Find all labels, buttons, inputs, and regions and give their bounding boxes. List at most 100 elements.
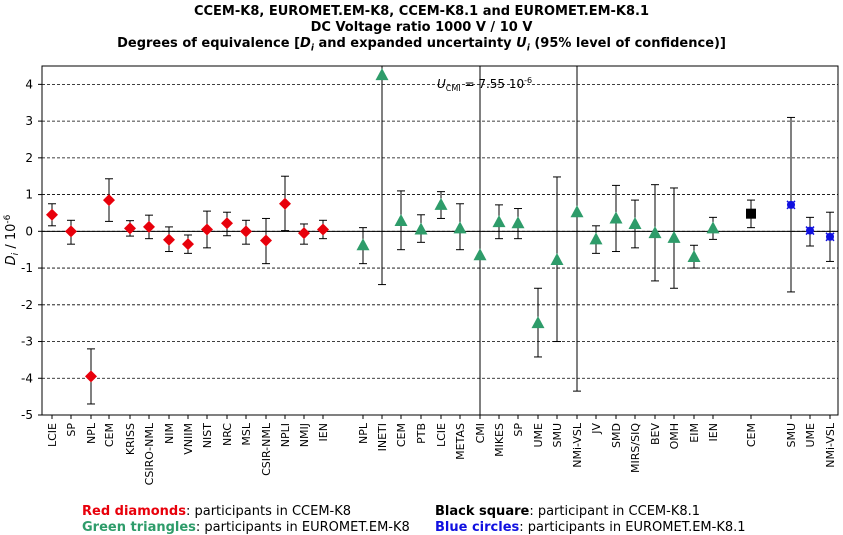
x-tick-label: PTB <box>415 423 428 444</box>
x-tick-label: CSIRO-NML <box>143 422 156 485</box>
x-tick-label: SMU <box>785 423 798 448</box>
point-triangle <box>667 230 681 243</box>
point-diamond <box>279 197 291 210</box>
y-tick-label: -5 <box>21 408 33 422</box>
y-tick-label: -3 <box>21 335 33 349</box>
x-tick-label: KRISS <box>124 423 137 455</box>
x-tick-label: NMIJ <box>298 423 311 447</box>
plot-frame <box>41 65 839 416</box>
x-tick-label: IEN <box>707 423 720 441</box>
point-diamond <box>182 238 194 251</box>
point-triangle <box>706 221 720 234</box>
title-ui-symbol: U <box>516 36 527 51</box>
x-tick-label: NMi-VSL <box>571 422 584 468</box>
point-diamond <box>65 225 77 238</box>
point-triangle <box>550 252 564 265</box>
point-triangle <box>648 226 662 239</box>
y-tick-label: 4 <box>25 77 33 91</box>
x-tick-label: SP <box>512 423 525 437</box>
title-di-symbol: D <box>300 36 311 51</box>
x-tick-label: VNIIM <box>182 423 195 455</box>
x-tick-label: BEV <box>649 423 662 445</box>
point-triangle <box>687 250 701 263</box>
point-diamond <box>143 220 155 233</box>
point-diamond <box>298 227 310 240</box>
point-square <box>746 208 756 219</box>
x-tick-label: LCIE <box>435 423 448 447</box>
y-tick-label: 2 <box>25 151 33 165</box>
x-tick-label: NMi-VSL <box>824 422 837 468</box>
point-diamond <box>124 222 136 235</box>
x-tick-label: SMU <box>551 423 564 448</box>
point-triangle <box>394 214 408 227</box>
x-tick-label: UME <box>532 423 545 448</box>
chart-title-line-2: DC Voltage ratio 1000 V / 10 V <box>310 20 533 35</box>
legend-blue-circles: Blue circles: participants in EUROMET.EM… <box>435 520 746 535</box>
point-diamond <box>221 217 233 230</box>
x-tick-label: INETI <box>376 423 389 451</box>
point-triangle <box>589 232 603 245</box>
chart-title-line-3: Degrees of equivalence [Di and expanded … <box>117 36 726 54</box>
point-diamond <box>317 223 329 236</box>
y-axis-label: Di / 10-6 <box>3 214 21 265</box>
y-tick-label: 3 <box>25 114 33 128</box>
point-triangle <box>356 238 370 251</box>
point-triangle <box>434 197 448 210</box>
point-diamond <box>46 208 58 221</box>
x-tick-label: UME <box>804 423 817 448</box>
y-tick-label: -4 <box>21 371 33 385</box>
x-tick-label: MIRS/SIQ <box>629 423 642 473</box>
y-tick-label: -2 <box>21 298 33 312</box>
x-tick-label: CEM <box>745 423 758 447</box>
point-triangle <box>628 216 642 229</box>
x-tick-label: SMD <box>610 423 623 448</box>
x-tick-label: NIST <box>201 423 214 448</box>
x-tick-label: NIM <box>163 423 176 444</box>
point-triangle <box>414 222 428 235</box>
point-triangle <box>473 248 487 261</box>
point-triangle <box>492 215 506 228</box>
x-tick-label: NPLI <box>279 423 292 447</box>
point-diamond <box>163 233 175 246</box>
x-tick-label: METAS <box>454 423 467 460</box>
point-circle-x2 <box>805 226 815 236</box>
chart-title-line-1: CCEM-K8, EUROMET.EM-K8, CCEM-K8.1 and EU… <box>193 4 650 19</box>
x-tick-label: EIM <box>688 423 701 443</box>
point-triangle <box>453 221 467 234</box>
point-diamond <box>260 234 272 247</box>
x-tick-label: NRC <box>221 423 234 446</box>
point-triangle <box>511 216 525 229</box>
x-tick-label: SP <box>65 423 78 437</box>
x-tick-label: MSL <box>240 422 253 445</box>
legend-red-diamonds: Red diamonds: participants in CCEM-K8 <box>82 504 352 519</box>
point-triangle <box>375 68 389 81</box>
point-triangle <box>609 211 623 224</box>
x-tick-label: LCIE <box>46 423 59 447</box>
x-tick-label: NPL <box>85 422 98 444</box>
legend-black-square: Black square: participant in CCEM-K8.1 <box>435 504 701 519</box>
x-tick-label: JV <box>590 423 603 435</box>
point-diamond <box>240 225 252 238</box>
x-tick-label: MIKES <box>493 423 506 457</box>
x-tick-label: IEN <box>317 423 330 441</box>
point-triangle <box>570 205 584 218</box>
x-tick-label: NPL <box>357 422 370 444</box>
legend-green-triangles: Green triangles: participants in EUROMET… <box>82 520 410 535</box>
point-diamond <box>103 194 115 207</box>
ucmi-annotation: UCMI = 7.55 10-6 <box>437 76 532 93</box>
point-circle-x2 <box>825 232 835 242</box>
point-diamond <box>201 223 213 236</box>
y-tick-label: 1 <box>25 188 33 202</box>
point-diamond <box>85 370 97 383</box>
point-circle-x2 <box>786 200 796 210</box>
x-tick-label: CEM <box>395 423 408 447</box>
y-tick-label: 0 <box>25 224 33 238</box>
y-tick-label: -1 <box>21 261 33 275</box>
x-tick-label: OMH <box>668 423 681 449</box>
x-tick-label: CMI <box>474 423 487 443</box>
point-triangle <box>531 316 545 329</box>
x-tick-label: CSIR-NML <box>260 422 273 476</box>
title-prefix: Degrees of equivalence [ <box>117 36 301 51</box>
x-tick-label: CEM <box>103 423 116 447</box>
